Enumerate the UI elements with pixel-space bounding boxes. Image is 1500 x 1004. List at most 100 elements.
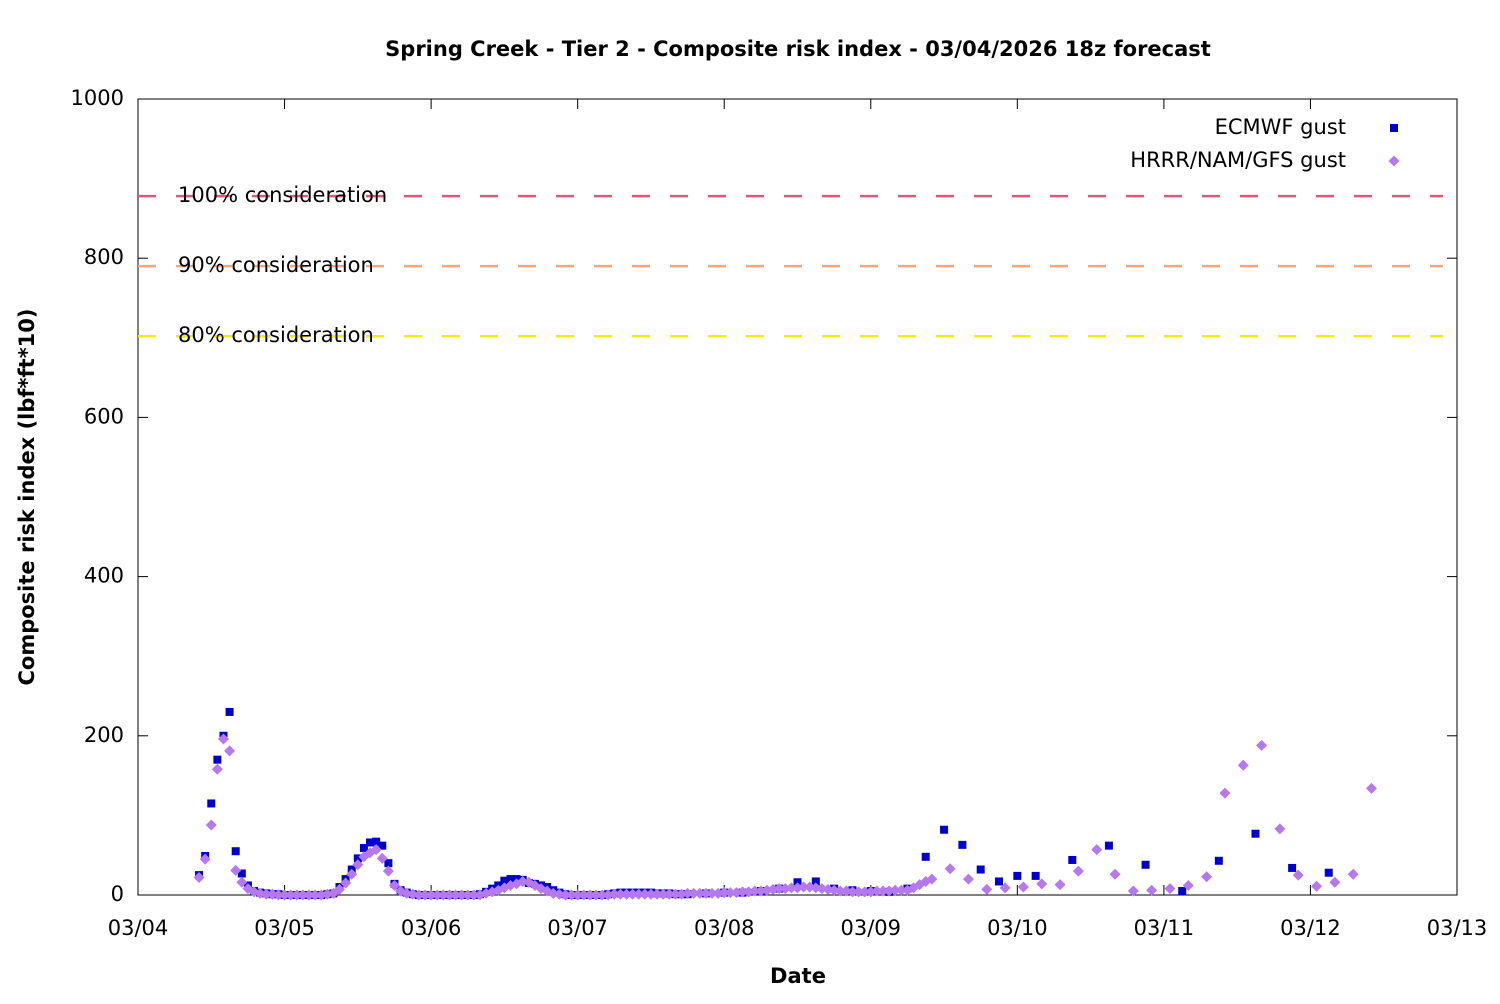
point (193, 871, 205, 883)
point (651, 888, 663, 900)
point (205, 819, 217, 831)
point (1292, 869, 1304, 881)
point (700, 887, 712, 899)
point (382, 865, 394, 877)
point (657, 888, 669, 900)
point (981, 883, 993, 895)
x-tick-label: 03/08 (694, 916, 755, 940)
point (1366, 782, 1378, 794)
x-tick-label: 03/06 (401, 916, 462, 940)
point (1127, 885, 1139, 897)
point (559, 889, 571, 901)
point (724, 887, 736, 899)
point (419, 889, 431, 901)
point (437, 889, 449, 901)
point (614, 888, 626, 900)
point (213, 755, 222, 764)
y-axis-label: Composite risk index (lbf*ft*10) (15, 308, 39, 685)
point (1054, 879, 1066, 891)
point (297, 889, 309, 901)
point (199, 853, 211, 865)
point (359, 844, 368, 853)
point (889, 884, 901, 896)
point (1324, 868, 1333, 877)
point (231, 847, 240, 856)
point (352, 859, 364, 871)
point (1164, 883, 1176, 895)
point (578, 889, 590, 901)
point (443, 889, 455, 901)
point (207, 799, 216, 808)
point (388, 879, 400, 891)
point (237, 869, 246, 878)
point (450, 889, 462, 901)
point (425, 889, 437, 901)
legend-marker (1388, 155, 1400, 167)
point (431, 889, 443, 901)
point (1031, 871, 1040, 880)
point (1036, 878, 1048, 890)
point (669, 888, 681, 900)
point (682, 887, 694, 899)
point (1068, 855, 1077, 864)
y-tick-label: 1000 (71, 86, 124, 110)
threshold-label: 100% consideration (178, 183, 387, 207)
point (340, 877, 352, 889)
x-tick-label: 03/11 (1134, 916, 1195, 940)
point (303, 889, 315, 901)
x-tick-label: 03/12 (1280, 916, 1341, 940)
point (688, 887, 700, 899)
point (1141, 860, 1150, 869)
point (1017, 881, 1029, 893)
point (853, 886, 865, 898)
y-tick-label: 800 (84, 245, 124, 269)
point (995, 877, 1004, 886)
point (224, 745, 236, 757)
point (718, 887, 730, 899)
point (811, 877, 820, 886)
point (1256, 739, 1268, 751)
point (1146, 884, 1158, 896)
point (468, 889, 480, 901)
point (1329, 876, 1341, 888)
point (798, 881, 810, 893)
point (225, 707, 234, 716)
point (211, 763, 223, 775)
point (663, 888, 675, 900)
point (926, 873, 938, 885)
point (1178, 887, 1187, 896)
point (1104, 841, 1113, 850)
point (706, 887, 718, 899)
point (272, 889, 284, 901)
point (737, 886, 749, 898)
point (596, 889, 608, 901)
point (639, 888, 651, 900)
point (462, 889, 474, 901)
point (1201, 871, 1213, 883)
point (248, 886, 260, 898)
point (285, 889, 297, 901)
point (944, 863, 956, 875)
point (846, 886, 858, 898)
point (1182, 879, 1194, 891)
point (1251, 829, 1260, 838)
x-tick-label: 03/13 (1427, 916, 1488, 940)
point (309, 889, 321, 901)
point (1219, 787, 1231, 799)
point (895, 884, 907, 896)
point (1288, 863, 1297, 872)
point (793, 878, 802, 887)
threshold-label: 90% consideration (178, 253, 374, 277)
point (834, 885, 846, 897)
point (230, 864, 242, 876)
point (958, 840, 967, 849)
point (236, 876, 248, 888)
point (608, 888, 620, 900)
threshold-label: 80% consideration (178, 323, 374, 347)
point (633, 888, 645, 900)
point (773, 883, 785, 895)
point (291, 889, 303, 901)
